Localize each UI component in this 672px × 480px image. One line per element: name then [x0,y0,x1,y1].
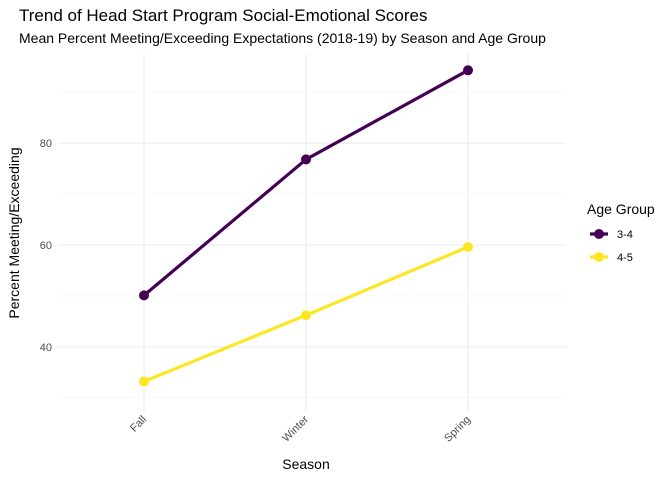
legend-key-point [594,229,604,239]
chart-title: Trend of Head Start Program Social-Emoti… [19,6,428,25]
x-tick-label: Winter [280,413,311,444]
series-layer [139,65,473,387]
legend-label: 3-4 [617,229,633,241]
y-tick-label: 60 [40,240,52,252]
data-point [463,65,473,76]
legend-label: 4-5 [617,252,633,264]
data-point [139,376,149,387]
chart-subtitle: Mean Percent Meeting/Exceeding Expectati… [19,30,546,46]
data-point [301,310,311,321]
y-tick-label: 40 [40,342,52,354]
x-tick-label: Fall [128,414,149,435]
legend-key-point [594,252,604,262]
grid [58,54,566,412]
x-axis-title: Season [282,456,329,472]
x-tick-label: Spring [442,414,473,445]
x-axis: Fall Winter Spring [128,413,473,444]
data-point [463,242,473,253]
y-axis: 40 60 80 [40,138,52,354]
y-tick-label: 80 [40,138,52,150]
legend: Age Group 3-4 4-5 [587,201,655,264]
legend-title: Age Group [587,201,655,217]
data-point [139,290,149,301]
y-axis-title: Percent Meeting/Exceeding [6,147,22,318]
data-point [301,154,311,165]
